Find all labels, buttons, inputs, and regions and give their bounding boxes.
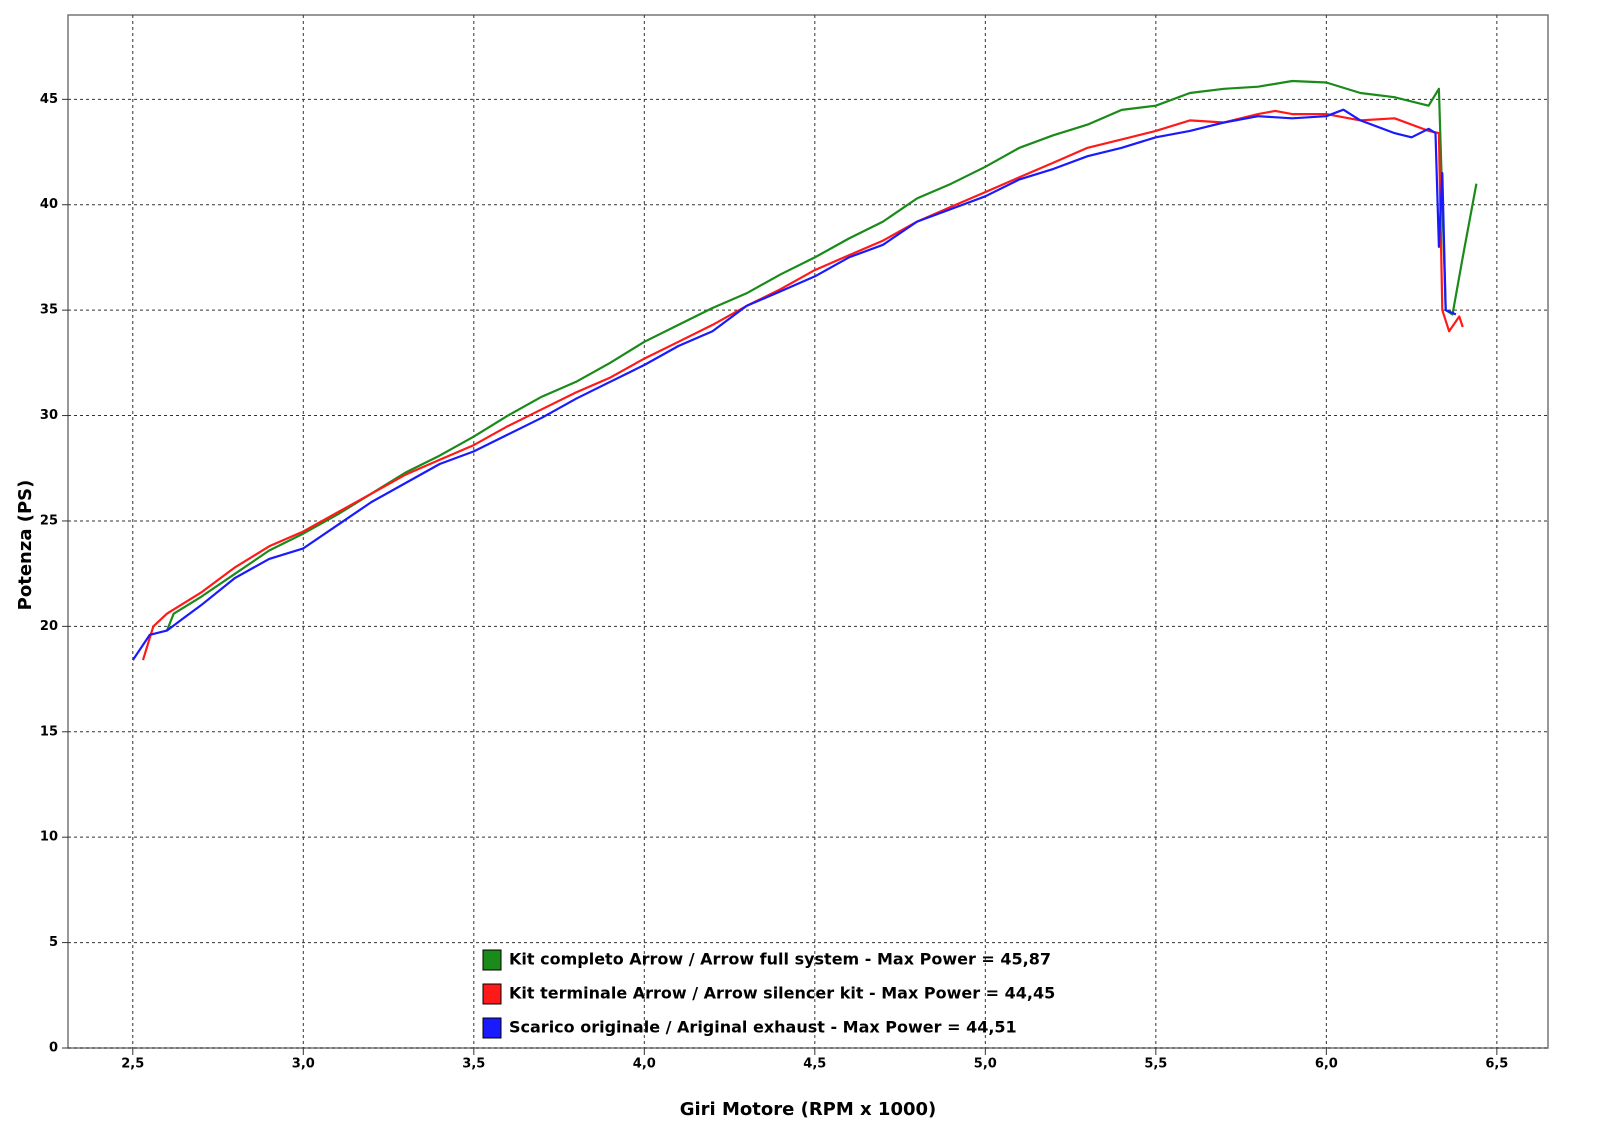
- x-axis-title: Giri Motore (RPM x 1000): [680, 1099, 937, 1120]
- x-tick-label: 3,0: [292, 1057, 315, 1072]
- legend-swatch: [482, 1017, 502, 1039]
- y-tick-label: 0: [49, 1041, 58, 1056]
- legend-label: Scarico originale / Ariginal exhaust - M…: [509, 1018, 1017, 1037]
- y-tick-label: 35: [40, 303, 58, 318]
- series-line: [141, 109, 1464, 661]
- y-tick-label: 10: [40, 830, 58, 845]
- x-tick-label: 6,5: [1485, 1057, 1508, 1072]
- y-tick-label: 5: [49, 935, 58, 950]
- x-tick-label: 5,0: [974, 1057, 997, 1072]
- x-tick-label: 4,0: [633, 1057, 656, 1072]
- plot-area: [67, 14, 1549, 1049]
- y-tick-label: 45: [40, 92, 58, 107]
- legend-label: Kit terminale Arrow / Arrow silencer kit…: [509, 984, 1055, 1003]
- x-tick-label: 4,5: [803, 1057, 826, 1072]
- y-tick-label: 40: [40, 197, 58, 212]
- y-tick-label: 25: [40, 513, 58, 528]
- series-line: [131, 108, 1457, 661]
- x-tick-label: 5,5: [1144, 1057, 1167, 1072]
- x-tick-label: 3,5: [462, 1057, 485, 1072]
- legend-swatch: [482, 949, 502, 971]
- y-tick-label: 20: [40, 619, 58, 634]
- y-axis-title: Potenza (PS): [15, 480, 36, 611]
- y-tick-label: 30: [40, 408, 58, 423]
- legend-swatch: [482, 983, 502, 1005]
- x-tick-label: 6,0: [1315, 1057, 1338, 1072]
- legend-label: Kit completo Arrow / Arrow full system -…: [509, 950, 1051, 969]
- y-tick-label: 15: [40, 724, 58, 739]
- x-tick-label: 2,5: [121, 1057, 144, 1072]
